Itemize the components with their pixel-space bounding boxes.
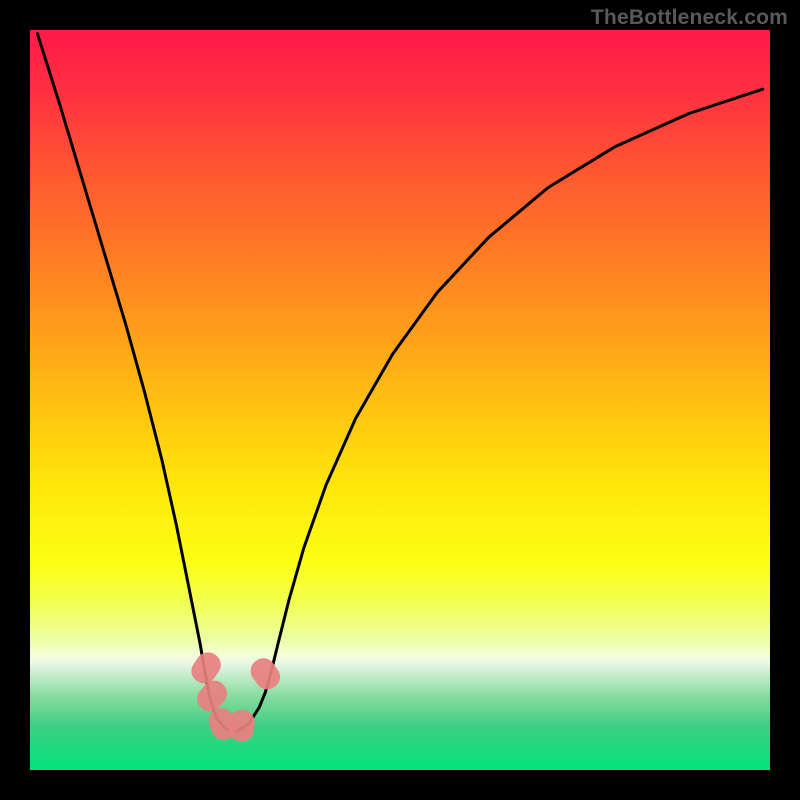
chart-outer-frame: TheBottleneck.com xyxy=(0,0,800,800)
gradient-background xyxy=(30,30,770,770)
plot-svg xyxy=(30,30,770,770)
plot-area xyxy=(30,30,770,770)
watermark-text: TheBottleneck.com xyxy=(591,6,788,30)
